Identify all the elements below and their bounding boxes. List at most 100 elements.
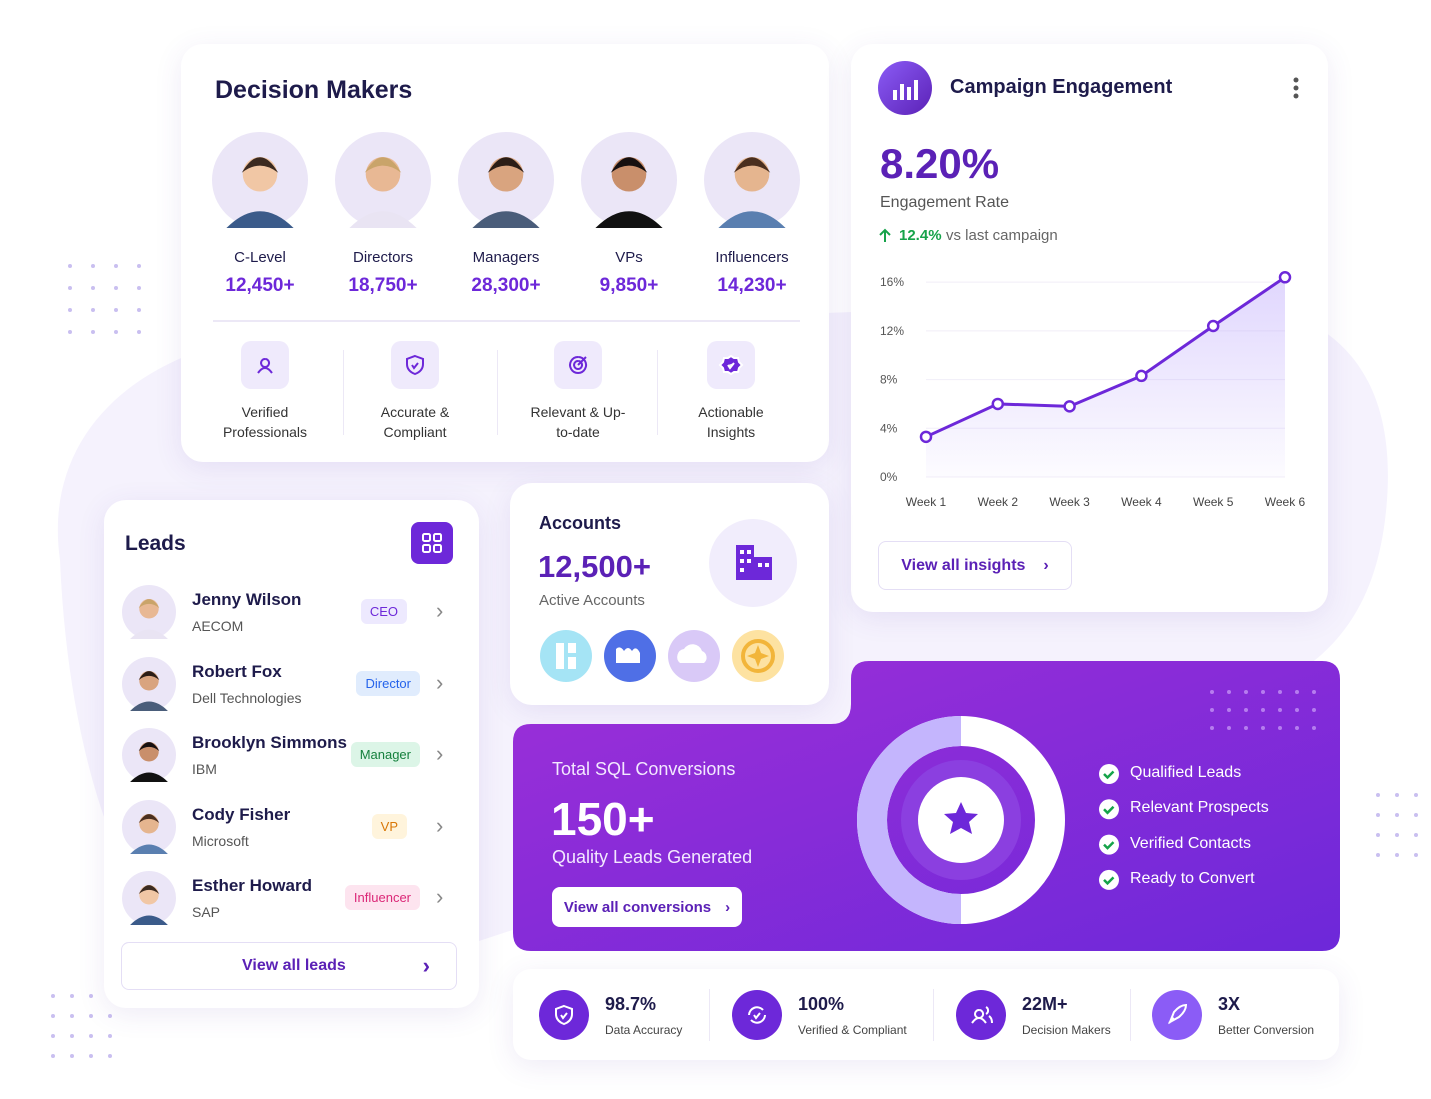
point xyxy=(991,397,1005,411)
chevron[interactable]: › xyxy=(436,812,444,838)
lead-name: Brooklyn Simmons xyxy=(192,733,347,752)
dot xyxy=(51,1054,55,1058)
dot xyxy=(1295,690,1299,694)
avatar-body xyxy=(472,211,540,228)
avatar-body xyxy=(130,629,168,639)
avatar-body xyxy=(718,211,786,228)
avatar-hair xyxy=(364,157,402,173)
icon-bg xyxy=(1152,990,1202,1040)
role-badge: Director xyxy=(356,670,420,696)
engagement-rate: 8.20% xyxy=(880,140,1000,187)
dot xyxy=(91,308,95,312)
icon-glyph xyxy=(257,358,273,374)
role-badge: Manager xyxy=(350,742,420,767)
icon-glyph xyxy=(1168,1003,1188,1025)
rate-label: Engagement Rate xyxy=(880,194,1009,211)
profile-avatar xyxy=(458,132,554,228)
icon-bg xyxy=(241,341,289,389)
lead-company: Microsoft xyxy=(192,832,249,849)
lead-name: Esther Howard xyxy=(192,876,312,895)
dot xyxy=(68,330,72,334)
avatar-body xyxy=(130,915,168,925)
group-label: VPs xyxy=(615,249,643,266)
view-insights-button[interactable]: View all insights › xyxy=(878,541,1072,590)
point xyxy=(1206,319,1220,333)
accounts-graphics xyxy=(540,519,797,682)
dot xyxy=(68,308,72,312)
x-tick-label: Week 1 xyxy=(906,495,947,509)
dot xyxy=(51,1014,55,1018)
button-label: View all insights xyxy=(901,556,1026,574)
chevron[interactable]: › xyxy=(436,741,444,766)
icon-glyph xyxy=(718,354,744,376)
dot xyxy=(51,994,55,998)
stat-label: Decision Makers xyxy=(1022,1023,1111,1037)
feature-label: Actionable Insights xyxy=(698,404,764,440)
dot xyxy=(1395,793,1399,797)
x-tick-label: Week 6 xyxy=(1265,495,1306,509)
check-mark xyxy=(1103,770,1115,780)
menu-icon[interactable] xyxy=(1293,77,1299,99)
dot xyxy=(68,264,72,268)
accounts-label: Active Accounts xyxy=(539,592,645,609)
x-tick-label: Week 4 xyxy=(1121,495,1162,509)
avatar-body xyxy=(130,772,168,782)
dot xyxy=(1210,708,1214,712)
dot xyxy=(1227,690,1231,694)
dot xyxy=(1244,726,1248,730)
chevron[interactable]: › xyxy=(436,669,444,695)
bar-icon xyxy=(893,80,918,100)
stat-value: 100% xyxy=(798,994,845,1014)
stats-strip: 98.7% Data Accuracy 100% Verified & Complia… xyxy=(513,969,1339,1060)
dot xyxy=(1261,690,1265,694)
view-conversions-button[interactable]: View all conversions › xyxy=(552,887,742,927)
avatar-body xyxy=(130,844,168,854)
avatar-hair xyxy=(138,885,160,894)
grid-button[interactable] xyxy=(411,522,453,564)
dot xyxy=(89,1054,93,1058)
avatar-body xyxy=(349,211,417,228)
button-label: View all conversions xyxy=(563,898,712,916)
chevron: › xyxy=(422,953,430,978)
x-tick-label: Week 5 xyxy=(1193,495,1234,509)
lead-company: IBM xyxy=(192,761,217,777)
chevron[interactable]: › xyxy=(436,884,444,909)
dot xyxy=(114,330,118,334)
group-label: Influencers xyxy=(715,249,789,266)
stat-value: 22M+ xyxy=(1022,994,1068,1014)
divider xyxy=(213,320,800,322)
chevron: › xyxy=(725,898,731,916)
feature-label: Verified Professionals xyxy=(222,404,308,440)
dot xyxy=(1244,708,1248,712)
profile-avatar xyxy=(335,132,431,228)
dot xyxy=(1376,813,1380,817)
dot xyxy=(89,1014,93,1018)
lead-name: Cody Fisher xyxy=(192,804,291,824)
view-leads-button[interactable]: View all leads › xyxy=(121,942,457,990)
group-count: 28,300+ xyxy=(471,275,541,296)
avatar-hair xyxy=(487,157,525,173)
avatar-body xyxy=(130,701,168,711)
icon-bg xyxy=(707,341,755,389)
dot xyxy=(1414,853,1418,857)
group-count: 12,450+ xyxy=(225,275,295,296)
stat-icon xyxy=(539,990,589,1040)
point xyxy=(919,430,933,444)
icon-glyph xyxy=(748,1006,766,1024)
separator xyxy=(657,350,658,435)
point xyxy=(1278,271,1292,284)
dot xyxy=(1295,726,1299,730)
dot xyxy=(91,264,95,268)
lead-company: AECOM xyxy=(192,618,244,634)
chevron[interactable]: › xyxy=(436,598,444,623)
stat-icon xyxy=(956,990,1006,1040)
check-mark xyxy=(1103,805,1115,815)
checklist-item: Ready to Convert xyxy=(1130,869,1255,887)
dot xyxy=(1227,726,1231,730)
lead-avatar xyxy=(122,656,176,711)
card-title: Leads xyxy=(125,532,186,555)
group-label: Directors xyxy=(352,249,414,266)
y-tick-label: 16% xyxy=(880,275,904,289)
leads-card: Leads Jenny Wilson AECOM CEO › Robert Fox Del… xyxy=(104,500,479,1008)
